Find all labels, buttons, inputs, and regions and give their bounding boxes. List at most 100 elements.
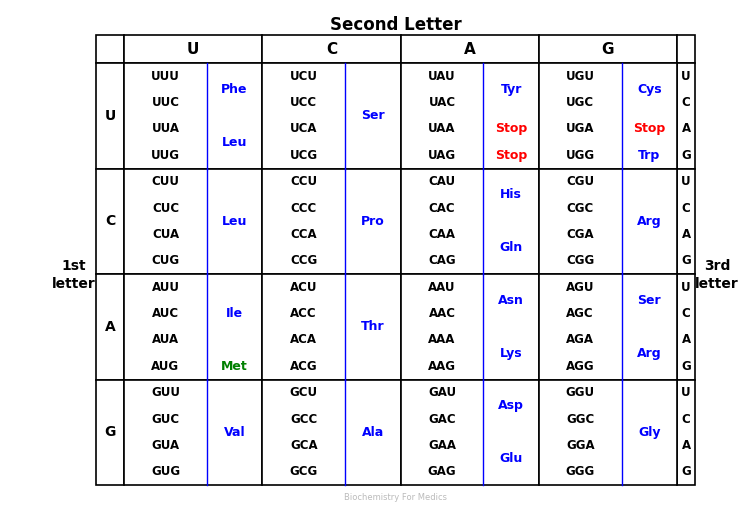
Text: ACA: ACA: [290, 334, 317, 346]
Text: UCC: UCC: [290, 96, 317, 109]
Text: UAC: UAC: [428, 96, 456, 109]
Text: UCG: UCG: [290, 149, 318, 162]
Text: A: A: [682, 123, 691, 135]
Text: AUU: AUU: [151, 281, 179, 294]
Text: 1st: 1st: [62, 259, 86, 273]
Text: AAU: AAU: [428, 281, 456, 294]
Bar: [262, 274, 400, 380]
Bar: [124, 380, 262, 485]
Text: GAG: GAG: [428, 466, 456, 478]
Text: Tyr: Tyr: [500, 83, 522, 96]
Text: GAA: GAA: [428, 439, 456, 452]
Text: GUA: GUA: [151, 439, 179, 452]
Text: GGG: GGG: [565, 466, 595, 478]
Text: CCG: CCG: [290, 254, 317, 267]
Text: GAC: GAC: [428, 412, 456, 426]
Bar: [96, 35, 124, 63]
Text: GCU: GCU: [290, 386, 318, 399]
Text: UCA: UCA: [290, 123, 317, 135]
Text: Arg: Arg: [637, 215, 662, 228]
Bar: [262, 169, 400, 274]
Text: AUG: AUG: [151, 360, 179, 373]
Text: U: U: [187, 41, 199, 57]
Text: Cys: Cys: [637, 83, 662, 96]
Text: Ser: Ser: [361, 109, 385, 122]
Bar: [539, 35, 677, 63]
Bar: [262, 63, 400, 169]
Text: CAU: CAU: [428, 175, 456, 188]
Text: Leu: Leu: [222, 215, 247, 228]
Text: Stop: Stop: [634, 123, 665, 135]
Text: Glu: Glu: [499, 452, 522, 465]
Text: Asp: Asp: [498, 400, 524, 412]
Text: AGA: AGA: [566, 334, 594, 346]
Bar: [262, 380, 400, 485]
Text: His: His: [500, 189, 522, 201]
Bar: [539, 169, 677, 274]
Text: U: U: [681, 386, 691, 399]
Text: UGA: UGA: [566, 123, 594, 135]
Text: G: G: [681, 466, 691, 478]
Text: UUC: UUC: [151, 96, 179, 109]
Text: G: G: [104, 425, 116, 439]
Text: GUU: GUU: [151, 386, 180, 399]
Text: U: U: [681, 175, 691, 188]
Text: GGC: GGC: [566, 412, 594, 426]
Text: GGU: GGU: [565, 386, 595, 399]
Text: ACU: ACU: [290, 281, 317, 294]
Bar: [400, 63, 539, 169]
Text: GUC: GUC: [151, 412, 179, 426]
Text: AGG: AGG: [566, 360, 594, 373]
Text: GAU: GAU: [428, 386, 456, 399]
Text: Stop: Stop: [495, 149, 528, 162]
Text: Thr: Thr: [361, 320, 385, 333]
Text: AAG: AAG: [428, 360, 456, 373]
Text: Pro: Pro: [361, 215, 385, 228]
Text: Gly: Gly: [638, 426, 660, 439]
Bar: [96, 380, 124, 485]
Text: CCC: CCC: [290, 201, 317, 215]
Text: A: A: [682, 228, 691, 241]
Text: A: A: [682, 334, 691, 346]
Text: UUU: UUU: [151, 69, 180, 83]
Text: AAC: AAC: [428, 307, 456, 320]
Text: U: U: [104, 109, 116, 123]
Text: UUG: UUG: [151, 149, 180, 162]
Text: C: C: [682, 307, 691, 320]
Text: Lys: Lys: [499, 346, 522, 360]
Text: A: A: [464, 41, 476, 57]
Text: Biochemistry For Medics: Biochemistry For Medics: [344, 493, 447, 501]
Bar: [539, 63, 677, 169]
Text: C: C: [105, 214, 115, 228]
Text: Arg: Arg: [637, 346, 662, 360]
Bar: [124, 274, 262, 380]
Text: AUC: AUC: [152, 307, 179, 320]
Text: CGU: CGU: [566, 175, 594, 188]
Text: Met: Met: [222, 360, 248, 373]
Bar: [677, 63, 695, 169]
Text: G: G: [602, 41, 614, 57]
Text: CUU: CUU: [151, 175, 179, 188]
Bar: [400, 380, 539, 485]
Text: U: U: [681, 69, 691, 83]
Text: G: G: [681, 149, 691, 162]
Text: Ala: Ala: [362, 426, 384, 439]
Text: G: G: [681, 360, 691, 373]
Text: ACG: ACG: [290, 360, 318, 373]
Bar: [539, 274, 677, 380]
Text: CUA: CUA: [152, 228, 179, 241]
Text: GCG: GCG: [290, 466, 318, 478]
Text: Phe: Phe: [222, 83, 247, 96]
Text: ACC: ACC: [290, 307, 317, 320]
Bar: [400, 35, 539, 63]
Text: UAU: UAU: [428, 69, 456, 83]
Text: CUG: CUG: [151, 254, 179, 267]
Text: UGG: UGG: [565, 149, 595, 162]
Text: CGG: CGG: [566, 254, 594, 267]
Bar: [400, 274, 539, 380]
Text: CAA: CAA: [428, 228, 456, 241]
Text: C: C: [682, 412, 691, 426]
Bar: [124, 169, 262, 274]
Text: UCU: UCU: [290, 69, 318, 83]
Text: UAA: UAA: [428, 123, 456, 135]
